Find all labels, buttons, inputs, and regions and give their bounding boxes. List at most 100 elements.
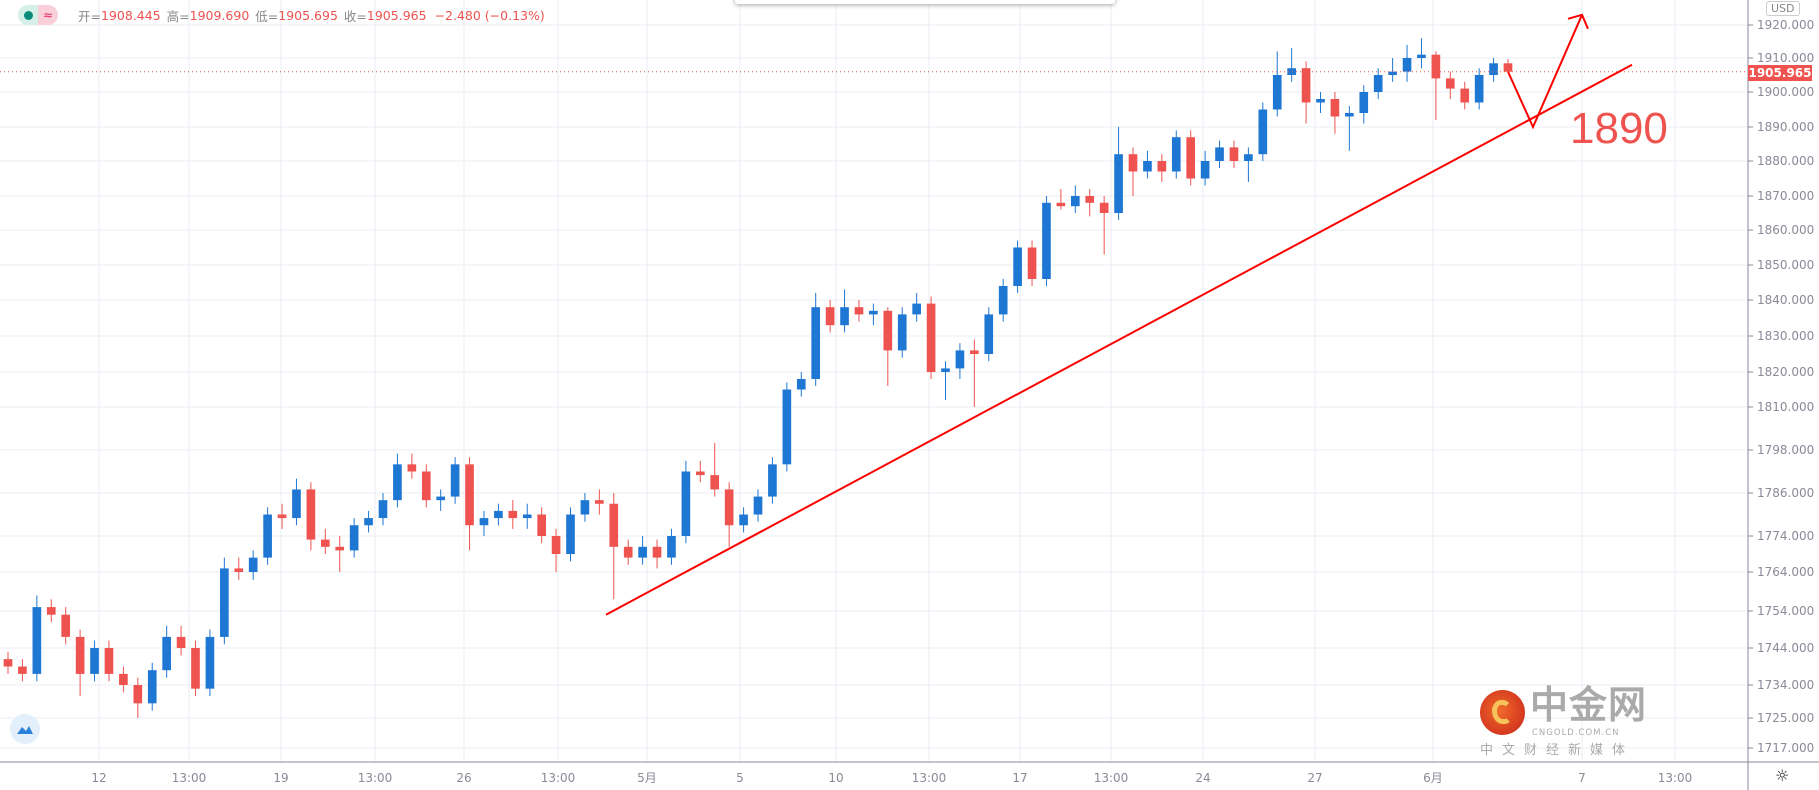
candle: [970, 339, 979, 407]
candle-body: [1128, 154, 1138, 172]
y-tick-label: 1717.000: [1757, 741, 1814, 755]
floating-toolbar[interactable]: [735, 0, 1115, 4]
candle: [955, 343, 965, 379]
y-tick-label: 1734.000: [1757, 678, 1814, 692]
candle: [1013, 240, 1022, 293]
candle-body: [1085, 196, 1095, 203]
candle: [61, 607, 71, 645]
close-value: 1905.965: [366, 7, 427, 23]
candle: [378, 493, 388, 526]
candle-body: [104, 648, 114, 674]
candle: [364, 510, 373, 533]
price-axis[interactable]: 1920.000 1910.000 1900.000 1890.000 1880.000…: [1748, 18, 1814, 755]
candle-body: [897, 314, 907, 351]
candle-body: [1503, 63, 1513, 72]
candle-body: [508, 510, 518, 519]
candle: [739, 507, 748, 533]
candle-body: [176, 636, 186, 648]
candle: [782, 382, 792, 472]
cngold-logo-icon: [1480, 690, 1525, 735]
x-tick-label: 5: [736, 771, 744, 785]
candle-body: [263, 514, 272, 558]
visibility-dot-icon[interactable]: [18, 5, 38, 25]
y-tick-label: 1764.000: [1757, 565, 1814, 579]
last-price-label: 1905.965: [1748, 65, 1812, 81]
candle-body: [638, 546, 647, 558]
settings-gear-icon[interactable]: ☼: [1775, 766, 1790, 785]
candle-body: [393, 464, 402, 501]
x-tick-label: 13:00: [541, 771, 576, 785]
candle-body: [292, 489, 301, 519]
y-tick-label: 1830.000: [1757, 329, 1814, 343]
candle-body: [1316, 99, 1325, 103]
series-toggle[interactable]: ≈: [18, 5, 58, 25]
candle: [652, 539, 662, 569]
candle: [796, 372, 806, 397]
x-tick-label: 17: [1012, 771, 1027, 785]
candle-body: [465, 464, 474, 526]
watermark-tagline: 中文财经新媒体: [1480, 743, 1635, 758]
candle-body: [335, 546, 345, 551]
candle: [609, 493, 619, 600]
candle: [1085, 189, 1095, 217]
candle: [522, 503, 532, 529]
candle-body: [378, 500, 388, 519]
candle-body: [623, 546, 633, 558]
candle-body: [90, 648, 99, 674]
candle: [1301, 61, 1311, 124]
y-tick-label: 1870.000: [1757, 189, 1814, 203]
approx-icon[interactable]: ≈: [38, 5, 58, 25]
candle: [566, 507, 575, 562]
candle-body: [1244, 154, 1253, 161]
candle: [133, 677, 143, 718]
candle-body: [75, 636, 85, 674]
x-tick-label: 13:00: [912, 771, 947, 785]
candle-body: [277, 514, 287, 519]
cloud-logo-icon[interactable]: [10, 714, 40, 744]
candle-body: [998, 286, 1008, 315]
candle-body: [147, 670, 157, 704]
candle-body: [1258, 109, 1268, 155]
candle: [580, 493, 590, 522]
candle-body: [796, 379, 806, 390]
candle: [508, 500, 518, 529]
candle: [638, 536, 647, 565]
candle-body: [580, 500, 590, 515]
y-tick-label: 1860.000: [1757, 223, 1814, 237]
annotation-text[interactable]: 1890: [1570, 104, 1668, 153]
y-tick-label: 1910.000: [1757, 51, 1814, 65]
candle-body: [1489, 63, 1498, 75]
y-tick-label: 1880.000: [1757, 154, 1814, 168]
candle: [912, 293, 921, 322]
candle: [393, 453, 402, 508]
candle-body: [1042, 202, 1051, 279]
x-tick-label: 7: [1578, 771, 1586, 785]
candle: [1388, 58, 1397, 82]
candle-body: [869, 310, 878, 315]
x-tick-label: 24: [1195, 771, 1210, 785]
currency-button[interactable]: USD: [1766, 1, 1800, 16]
time-axis[interactable]: 12 13:00 19 13:00 26 13:00 5月 5 10 13:00 17 13:00 24…: [91, 771, 1692, 785]
candle: [695, 460, 705, 483]
candle: [854, 300, 864, 322]
y-tick-label: 1810.000: [1757, 400, 1814, 414]
trend-drawings[interactable]: [605, 13, 1633, 616]
candle: [768, 457, 777, 504]
low-label: 低=: [255, 8, 279, 24]
candle-body: [1099, 202, 1109, 213]
watermark-name: 中金网: [1530, 683, 1648, 727]
x-tick-label: 13:00: [1094, 771, 1129, 785]
candle: [1316, 92, 1325, 113]
y-tick-label: 1754.000: [1757, 604, 1814, 618]
candle: [436, 489, 446, 511]
candle: [681, 460, 691, 544]
candle: [1258, 102, 1268, 161]
candle-body: [1200, 161, 1210, 179]
candle-body: [494, 510, 503, 519]
candle: [1489, 58, 1498, 82]
candle: [1445, 71, 1455, 99]
candle-body: [1056, 202, 1066, 207]
x-tick-label: 12: [91, 771, 106, 785]
candle-body: [667, 536, 676, 558]
